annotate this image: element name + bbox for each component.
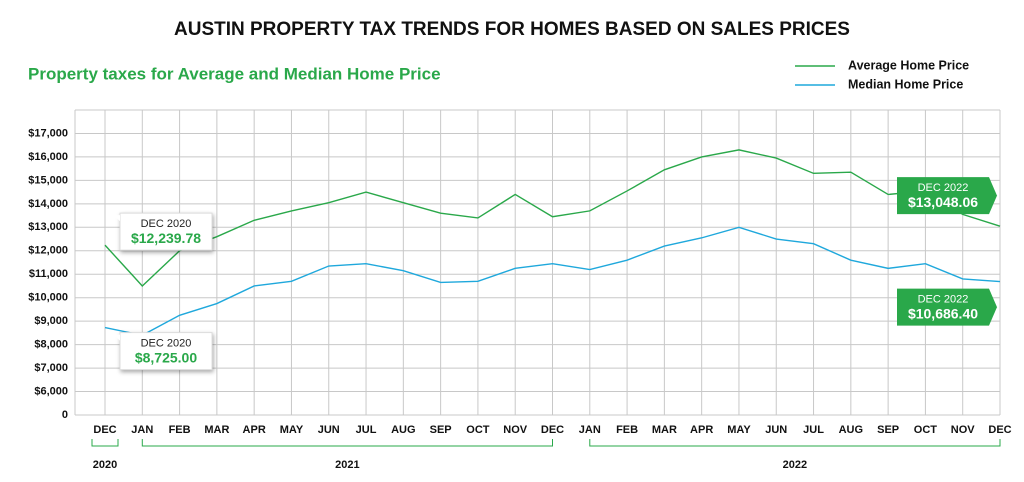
x-tick-label: AUG [391, 424, 415, 436]
y-tick-label: $14,000 [28, 198, 68, 210]
year-bracket [91, 439, 119, 447]
callout-title: DEC 2022 [918, 182, 969, 194]
callout-title: DEC 2020 [141, 338, 192, 350]
y-tick-label: $10,000 [28, 292, 68, 304]
y-tick-label: $6,000 [34, 385, 68, 397]
x-tick-label: MAY [280, 424, 304, 436]
x-tick-label: DEC [541, 424, 564, 436]
x-tick-label: SEP [430, 424, 452, 436]
x-tick-label: APR [243, 424, 266, 436]
data-label: $12,239.78 [131, 230, 201, 246]
y-tick-label: 0 [62, 409, 68, 421]
chart-subtitle: Property taxes for Average and Median Ho… [28, 64, 441, 83]
series-line [104, 226, 1001, 336]
callout-pointer [113, 334, 120, 341]
data-label: $10,686.40 [908, 305, 978, 321]
x-tick-label: FEB [616, 424, 638, 436]
x-tick-label: DEC [988, 424, 1011, 436]
y-tick-label: $13,000 [28, 221, 68, 233]
year-label: 2022 [783, 459, 807, 471]
year-label: 2020 [93, 459, 117, 471]
x-tick-label: OCT [466, 424, 490, 436]
y-tick-label: $9,000 [34, 315, 68, 327]
chart-title: AUSTIN PROPERTY TAX TRENDS FOR HOMES BAS… [174, 19, 850, 40]
callout: DEC 2022$10,686.40 [897, 288, 997, 326]
callout-title: DEC 2020 [141, 218, 192, 230]
x-tick-label: JAN [579, 424, 601, 436]
callout-pointer [113, 215, 120, 222]
y-tick-label: $7,000 [34, 362, 68, 374]
callout-box [897, 288, 997, 326]
x-tick-label: OCT [914, 424, 938, 436]
y-tick-label: $11,000 [29, 268, 68, 280]
year-label: 2021 [335, 459, 359, 471]
year-bracket [141, 439, 553, 447]
legend-label: Median Home Price [848, 77, 963, 91]
x-tick-label: NOV [503, 424, 528, 436]
x-tick-label: MAY [727, 424, 751, 436]
x-tick-label: JUN [318, 424, 340, 436]
callout: DEC 2020$12,239.78 [113, 212, 213, 251]
y-tick-label: $12,000 [28, 245, 68, 257]
legend-label: Average Home Price [848, 58, 969, 72]
x-tick-label: JAN [131, 424, 153, 436]
data-label: $8,725.00 [135, 349, 197, 365]
y-tick-label: $17,000 [28, 127, 68, 139]
y-tick-label: $15,000 [28, 174, 68, 186]
x-tick-label: JUL [803, 424, 824, 436]
year-bracket [589, 439, 1001, 447]
callout-title: DEC 2022 [918, 293, 969, 305]
x-tick-label: SEP [877, 424, 899, 436]
data-label: $13,048.06 [908, 194, 978, 210]
x-tick-label: NOV [951, 424, 976, 436]
x-tick-label: DEC [93, 424, 116, 436]
callout: DEC 2022$13,048.06 [897, 177, 997, 215]
callout-box [119, 332, 213, 371]
y-tick-label: $8,000 [34, 339, 68, 351]
y-tick-label: $16,000 [28, 151, 68, 163]
x-tick-label: MAR [652, 424, 677, 436]
callout: DEC 2020$8,725.00 [113, 332, 213, 371]
series-line [104, 149, 1001, 287]
x-tick-label: JUL [356, 424, 377, 436]
x-tick-label: APR [690, 424, 713, 436]
x-tick-label: FEB [169, 424, 191, 436]
callout-box [897, 177, 997, 215]
callout-box [119, 212, 213, 251]
x-tick-label: MAR [204, 424, 229, 436]
x-tick-label: JUN [765, 424, 787, 436]
x-tick-label: AUG [839, 424, 863, 436]
